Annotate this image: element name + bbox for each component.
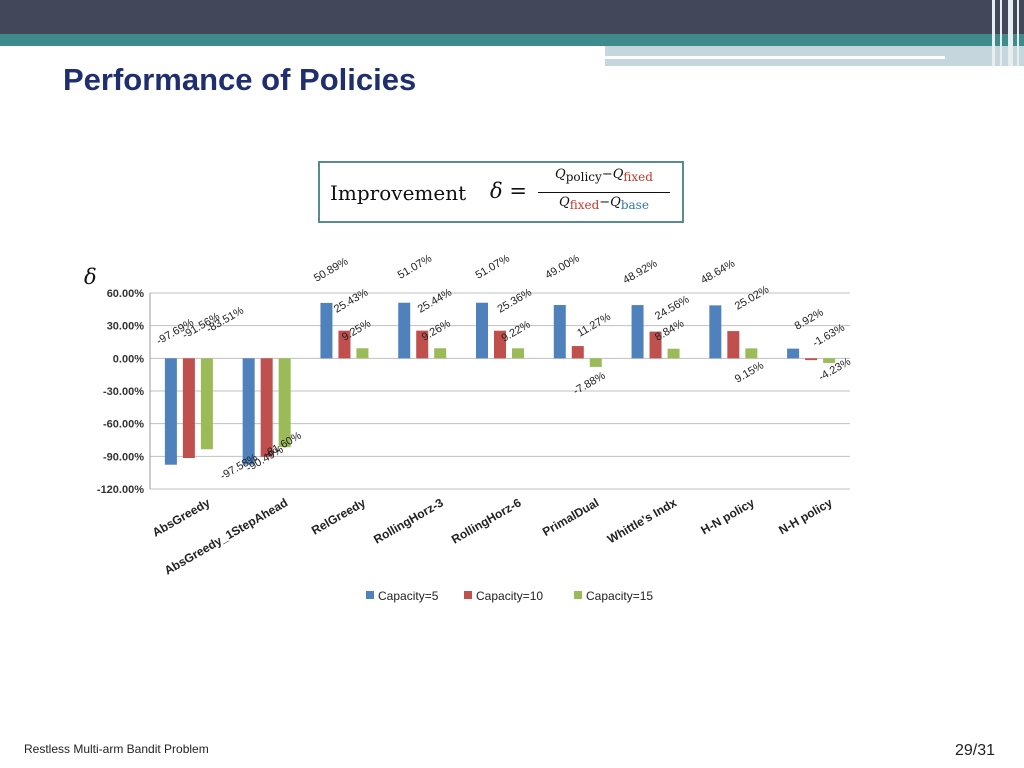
- bar-capacity-15: [434, 348, 447, 359]
- bar-capacity-10: [494, 330, 506, 359]
- bar-capacity-5: [553, 304, 566, 359]
- data-label: 24.56%: [653, 293, 691, 322]
- bar-capacity-5: [164, 358, 177, 465]
- bar-capacity-10: [727, 331, 740, 359]
- legend-label: Capacity=15: [586, 589, 653, 603]
- data-label: 25.44%: [416, 286, 454, 315]
- x-tick-label: AbsGreedy: [150, 495, 213, 539]
- x-tick-label: AbsGreedy_1StepAhead: [162, 495, 290, 577]
- formula-q: Q: [610, 195, 621, 210]
- x-tick-label: RollingHorz-6: [449, 495, 524, 546]
- header-stripe-1: [992, 0, 995, 66]
- header-teal-band: [0, 34, 1024, 46]
- formula-box: Improvement δ = Qpolicy−Qfixed Qfixed−Qb…: [318, 161, 684, 223]
- x-tick-label: N-H policy: [776, 495, 835, 537]
- formula-lhs: δ =: [490, 179, 527, 203]
- bar-capacity-15: [745, 348, 758, 359]
- formula-minus: −: [601, 167, 613, 182]
- formula-q: Q: [555, 167, 566, 182]
- x-tick-label: RollingHorz-3: [371, 495, 446, 546]
- bar-capacity-5: [320, 302, 333, 359]
- formula-sub-base: base: [620, 198, 649, 212]
- bar-capacity-5: [476, 302, 488, 359]
- bar-capacity-5: [709, 305, 722, 359]
- formula-sub-fixed: fixed: [569, 198, 600, 212]
- bar-capacity-5: [242, 358, 255, 465]
- y-tick-label: -30.00%: [103, 386, 144, 398]
- bar-capacity-15: [512, 348, 524, 359]
- legend-label: Capacity=10: [476, 589, 543, 603]
- legend-swatch: [366, 591, 374, 599]
- bar-capacity-10: [260, 358, 273, 457]
- header-stripe-4: [1017, 0, 1019, 66]
- data-label: 9.15%: [733, 360, 766, 386]
- y-tick-label: 0.00%: [113, 353, 144, 365]
- bar-capacity-5: [787, 348, 800, 359]
- header-dark-band: [0, 0, 1024, 34]
- bar-capacity-15: [200, 358, 213, 450]
- bar-capacity-10: [571, 346, 584, 359]
- x-tick-label: RelGreedy: [309, 495, 368, 537]
- data-label: 9.26%: [420, 318, 453, 344]
- y-axis-label: δ: [84, 265, 97, 289]
- y-tick-label: 30.00%: [107, 321, 145, 333]
- data-label: 50.89%: [312, 255, 350, 284]
- data-label: 25.36%: [496, 286, 534, 315]
- legend-swatch: [464, 591, 472, 599]
- bar-capacity-15: [589, 358, 602, 367]
- formula-sub-policy: policy: [565, 170, 602, 184]
- bar-capacity-15: [356, 348, 369, 359]
- data-label: 8.92%: [793, 307, 826, 333]
- bar-capacity-15: [823, 358, 836, 363]
- bar-capacity-10: [649, 331, 662, 359]
- page-number: 29/31: [955, 742, 996, 759]
- data-label: 48.64%: [699, 257, 737, 286]
- y-tick-label: 60.00%: [107, 288, 145, 300]
- header-stripe-3: [1008, 0, 1013, 66]
- bar-capacity-15: [667, 348, 680, 359]
- formula-sub-fixed: fixed: [623, 170, 653, 184]
- formula-numerator: Qpolicy−Qfixed: [536, 167, 672, 184]
- data-label: 25.43%: [332, 286, 370, 315]
- x-tick-label: H-N policy: [698, 495, 757, 537]
- formula-denominator: Qfixed−Qbase: [536, 195, 672, 212]
- formula-fraction-bar: [538, 192, 670, 193]
- slide-title: Performance of Policies: [63, 62, 417, 97]
- bar-capacity-5: [631, 305, 644, 359]
- bar-capacity-10: [416, 330, 429, 359]
- data-label: 48.92%: [621, 257, 659, 286]
- data-label: 51.07%: [396, 252, 434, 281]
- bar-capacity-15: [278, 358, 291, 448]
- legend-swatch: [574, 591, 582, 599]
- header-stripe-2: [1000, 0, 1002, 66]
- data-label: 9.25%: [340, 318, 373, 344]
- data-label: 51.07%: [474, 252, 512, 281]
- data-label: 49.00%: [543, 252, 581, 281]
- bar-capacity-10: [182, 358, 195, 459]
- bar-capacity-5: [398, 302, 411, 359]
- data-label: -7.88%: [571, 370, 607, 398]
- data-label: 9.22%: [500, 319, 533, 345]
- formula-fraction: Qpolicy−Qfixed Qfixed−Qbase: [536, 167, 672, 221]
- y-tick-label: -120.00%: [97, 484, 144, 496]
- y-tick-label: -60.00%: [103, 419, 144, 431]
- formula-q: Q: [612, 167, 624, 182]
- header-white-gap: [0, 46, 605, 50]
- bar-capacity-10: [805, 358, 818, 361]
- bar-capacity-10: [338, 330, 351, 359]
- x-tick-label: PrimalDual: [540, 495, 601, 538]
- formula-q: Q: [559, 195, 570, 210]
- footer-title: Restless Multi-arm Bandit Problem: [24, 742, 209, 756]
- formula-word: Improvement: [330, 181, 467, 205]
- legend-label: Capacity=5: [378, 589, 439, 603]
- header-band: [0, 0, 1024, 66]
- data-label: 25.02%: [733, 283, 771, 312]
- y-tick-label: -90.00%: [103, 451, 144, 463]
- header-light-line: [605, 56, 945, 59]
- formula-minus: −: [599, 195, 611, 210]
- x-tick-label: Whittle's Indx: [605, 495, 679, 546]
